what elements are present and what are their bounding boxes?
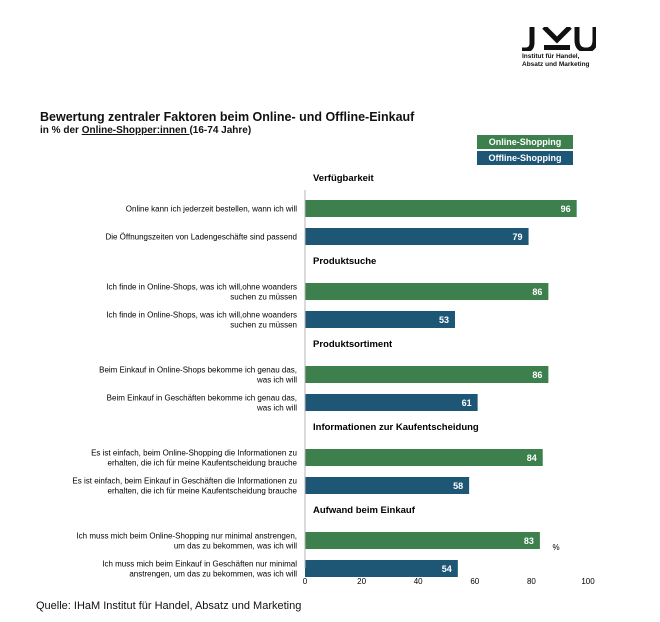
data-label: 79 (513, 232, 523, 242)
data-label: 86 (532, 370, 542, 380)
row-label: suchen zu müssen (230, 293, 297, 302)
row-label: Ich finde in Online-Shops, was ich will,… (106, 311, 297, 320)
category-label: Verfügbarkeit (313, 173, 375, 184)
row-label: Die Öffnungszeiten von Ladengeschäfte si… (105, 233, 297, 242)
category-label: Aufwand beim Einkauf (313, 505, 416, 516)
row-label: um das zu bekommen, was ich will (174, 542, 297, 551)
data-label: 83 (524, 536, 534, 546)
chart-subtitle: in % der Online-Shopper:innen (16-74 Jah… (40, 125, 252, 136)
data-label: 53 (439, 315, 449, 325)
chart-title: Bewertung zentraler Faktoren beim Online… (40, 110, 415, 124)
row-label: Online kann ich jederzeit bestellen, wan… (126, 205, 297, 214)
bar (305, 449, 543, 466)
row-label: suchen zu müssen (230, 321, 297, 330)
bar (305, 394, 478, 411)
x-tick-label: 100 (581, 577, 595, 586)
legend-offline-shopping: Offline-Shopping (477, 151, 573, 165)
row-label: Es ist einfach, beim Einkauf in Geschäft… (72, 477, 297, 486)
data-label: 96 (561, 204, 571, 214)
row-label: erhalten, die ich für meine Kaufentschei… (108, 459, 298, 468)
bar (305, 283, 549, 300)
row-label: erhalten, die ich für meine Kaufentschei… (108, 487, 298, 496)
row-label: Ich muss mich beim Einkauf in Geschäften… (102, 560, 297, 569)
bar (305, 560, 458, 577)
row-label: Beim Einkauf in Geschäften bekomme ich g… (107, 394, 297, 403)
bar (305, 311, 455, 328)
row-label: Beim Einkauf in Online-Shops bekomme ich… (99, 366, 297, 375)
bar (305, 366, 549, 383)
data-label: 86 (532, 287, 542, 297)
bar (305, 228, 529, 245)
x-tick-label: 80 (527, 577, 536, 586)
x-tick-label: 60 (470, 577, 479, 586)
row-label: Ich muss mich beim Online-Shopping nur m… (76, 532, 297, 541)
row-label: Ich finde in Online-Shops, was ich will,… (106, 283, 297, 292)
data-label: 61 (462, 398, 472, 408)
row-label: was ich will (256, 404, 297, 413)
x-tick-label: 40 (414, 577, 423, 586)
data-label: 58 (453, 481, 463, 491)
bar (305, 477, 470, 494)
data-label: 54 (442, 564, 452, 574)
category-label: Informationen zur Kaufentscheidung (313, 422, 479, 433)
legend-online-shopping: Online-Shopping (477, 135, 573, 149)
category-label: Produktsuche (313, 256, 376, 267)
unit-label: % (552, 543, 559, 552)
logo-subtitle: Institut für Handel, Absatz und Marketin… (522, 53, 590, 68)
bar (305, 200, 577, 217)
row-label: Es ist einfach, beim Online-Shopping die… (91, 449, 297, 458)
jku-logo-mark (522, 27, 596, 51)
x-tick-label: 20 (357, 577, 366, 586)
jku-logo: Institut für Handel, Absatz und Marketin… (522, 27, 622, 69)
row-label: was ich will (256, 376, 297, 385)
bar (305, 532, 540, 549)
source-note: Quelle: IHaM Institut für Handel, Absatz… (36, 600, 302, 612)
x-tick-label: 0 (303, 577, 308, 586)
category-label: Produktsortiment (313, 339, 393, 350)
row-label: anstrengen, um das zu bekommen, was ich … (129, 570, 297, 579)
data-label: 84 (527, 453, 537, 463)
